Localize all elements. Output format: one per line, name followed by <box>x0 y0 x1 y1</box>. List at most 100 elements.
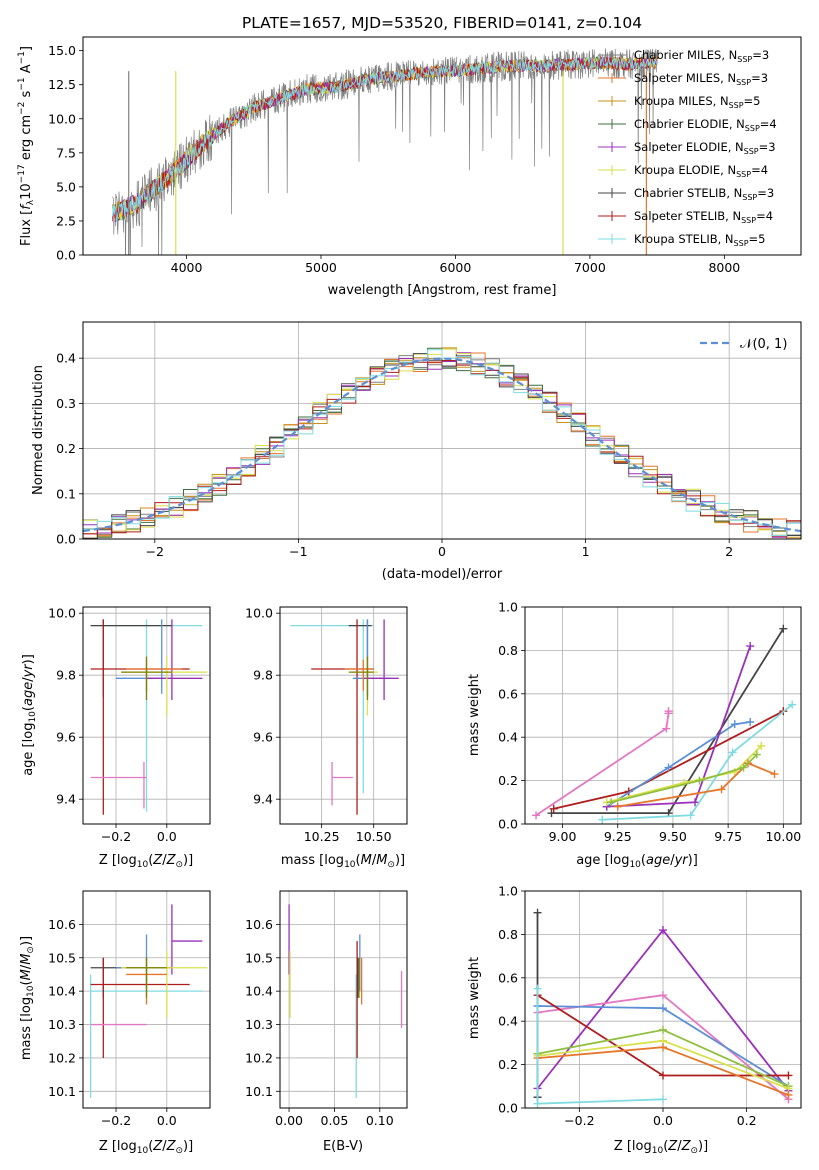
wage-marker-5-2 <box>728 748 737 757</box>
wz-marker-8-0 <box>533 984 542 993</box>
resid-xtick-label-0: −2 <box>146 544 164 559</box>
wz-marker-7-2 <box>784 1090 793 1099</box>
wage-marker-3-1 <box>664 763 673 772</box>
wage-marker-7-3 <box>770 770 779 779</box>
wz-ytick-label-0: 0.0 <box>498 1101 518 1116</box>
resid-normal-curve <box>83 357 801 533</box>
spectrum-legend-sub-6: SSP <box>742 193 757 202</box>
wage-marker-8-3 <box>752 750 761 759</box>
resid-ytick-label-0: 0.0 <box>56 532 76 547</box>
spectrum-xtick-label-2: 6000 <box>440 260 472 275</box>
wage-marker-3-2 <box>730 720 739 729</box>
wage-marker-6-3 <box>757 741 766 750</box>
agez-xtick-label-0: −0.2 <box>101 829 131 844</box>
spectrum-legend-label-2: Kroupa MILES, NSSP=5 <box>634 94 760 110</box>
wage-xtick-label-1: 9.25 <box>604 829 632 844</box>
spectrum-legend-label-1: Salpeter MILES, NSSP=3 <box>634 71 768 87</box>
wz-xtick-label-0: −0.2 <box>564 1113 594 1128</box>
resid-hist-8 <box>83 349 801 536</box>
spectrum-legend-label-8: Kroupa STELIB, NSSP=5 <box>634 232 765 248</box>
agem-ytick-label-2: 9.8 <box>253 668 273 683</box>
spectrum-legend-value-1: =3 <box>751 71 768 85</box>
resid-ytick-label-4: 0.4 <box>56 351 76 366</box>
spectrum-xtick-label-1: 5000 <box>305 260 337 275</box>
wage-axes: 9.00 9.25 9.50 9.75 10.00 0.0 0.2 0.4 0.6 0.8 1.0 <box>498 600 802 844</box>
spectrum-plot-area <box>112 48 658 255</box>
massz-ytick-label-2: 10.3 <box>48 1017 76 1032</box>
agem-ytick-label-0: 9.4 <box>253 792 273 807</box>
resid-ytick-label-3: 0.3 <box>56 396 76 411</box>
resid-axes: −2 −1 0 1 2 0.0 0.1 0.2 0.3 0.4 𝒩(0, 1) <box>56 321 802 559</box>
wz-plot-area <box>533 908 793 1108</box>
agem-ytick-label-3: 10.0 <box>245 606 273 621</box>
wage-xtick-label-2: 9.50 <box>659 829 687 844</box>
mass-vs-z-ylabel: mass [log10(M/M⊙)] <box>19 936 36 1060</box>
masse-ytick-label-0: 10.1 <box>245 1084 273 1099</box>
massz-xtick-label-1: 0.0 <box>157 1113 177 1128</box>
spectrum-legend-sub-8: SSP <box>734 239 749 248</box>
spectrum-legend-sub-4: SSP <box>744 147 759 156</box>
masse-xtick-label-1: 0.05 <box>321 1113 349 1128</box>
wz-marker-5-1 <box>659 1025 667 1034</box>
wz-marker-4-2 <box>784 1071 793 1080</box>
spectrum-ytick-label-2: 5.0 <box>56 179 76 194</box>
age-vs-mass-xlabel: mass [log10(M/M⊙)] <box>281 853 405 870</box>
spectrum-ytick-label-6: 15.0 <box>48 43 76 58</box>
agem-frame <box>279 606 408 825</box>
weight-vs-age-ylabel: mass weight <box>467 674 482 756</box>
massz-ytick-label-0: 10.1 <box>48 1084 76 1099</box>
wage-frame <box>524 606 802 825</box>
wage-marker-7-1 <box>717 785 726 794</box>
resid-xtick-label-4: 2 <box>725 544 733 559</box>
wz-marker-8-2 <box>659 1095 667 1104</box>
spectrum-xtick-label-0: 4000 <box>171 260 203 275</box>
spectrum-xtick-label-3: 7000 <box>574 260 606 275</box>
wage-marker-5-0 <box>598 815 607 824</box>
wz-marker-3-1 <box>659 1004 667 1013</box>
figure-title: PLATE=1657, MJD=53520, FIBERID=0141, z=0… <box>242 14 642 32</box>
wage-marker-0-1 <box>662 724 671 733</box>
weight-vs-age-xlabel: age [log10(age/yr)] <box>576 853 698 870</box>
agez-ytick-label-3: 10.0 <box>48 606 76 621</box>
spectrum-legend-sub-7: SSP <box>741 216 756 225</box>
agez-ytick-label-1: 9.6 <box>56 730 76 745</box>
massz-ytick-label-5: 10.6 <box>48 917 76 932</box>
wz-axes: −0.2 0.0 0.2 0.0 0.2 0.4 0.6 0.8 1.0 <box>498 884 802 1128</box>
weight-vs-z-ylabel: mass weight <box>467 957 482 1039</box>
wage-ytick-label-5: 1.0 <box>498 600 518 615</box>
spectrum-legend-sub-1: SSP <box>736 78 751 87</box>
wage-marker-5-1 <box>686 811 695 820</box>
resid-ytick-label-1: 0.1 <box>56 486 76 501</box>
resid-plot-area <box>83 347 801 539</box>
masse-ytick-label-3: 10.4 <box>245 984 273 999</box>
agez-xtick-label-1: 0.0 <box>157 829 177 844</box>
spectrum-ytick-label-4: 10.0 <box>48 111 76 126</box>
masse-ytick-label-4: 10.5 <box>245 950 273 965</box>
wage-marker-4-1 <box>691 798 700 807</box>
wage-ytick-label-2: 0.4 <box>498 730 518 745</box>
spectrum-legend-sub-5: SSP <box>736 170 751 179</box>
spectrum-frame <box>82 36 802 256</box>
resid-xtick-label-3: 1 <box>582 544 590 559</box>
agez-ytick-label-0: 9.4 <box>56 792 76 807</box>
spectrum-ytick-label-0: 0.0 <box>56 248 76 263</box>
masse-plot-area <box>288 904 403 1098</box>
spectrum-legend-value-7: =4 <box>756 209 773 223</box>
spectrum-legend-sub-0: SSP <box>737 55 752 64</box>
weight-vs-z-xlabel: Z [log10(Z/Z⊙)] <box>614 1139 708 1156</box>
spectrum-series-0 <box>112 48 658 255</box>
residual-xlabel: (data-model)/error <box>382 567 503 582</box>
spectrum-legend-sub-2: SSP <box>729 101 744 110</box>
masse-ytick-label-5: 10.6 <box>245 917 273 932</box>
resid-hist-7 <box>83 360 801 539</box>
spectrum-legend: Chabrier MILES, NSSP=3 Salpeter MILES, NS… <box>598 48 777 248</box>
wz-ytick-label-4: 0.8 <box>498 927 518 942</box>
wage-marker-5-3 <box>788 700 797 709</box>
wage-xtick-label-3: 9.75 <box>714 829 742 844</box>
residual-panel: (data-model)/error Normed distribution −… <box>31 321 802 582</box>
spectrum-ytick-label-1: 2.5 <box>56 213 76 228</box>
wz-marker-4-1 <box>659 1071 667 1080</box>
wz-marker-7-1 <box>659 1043 667 1052</box>
wage-marker-0-3 <box>664 707 673 716</box>
